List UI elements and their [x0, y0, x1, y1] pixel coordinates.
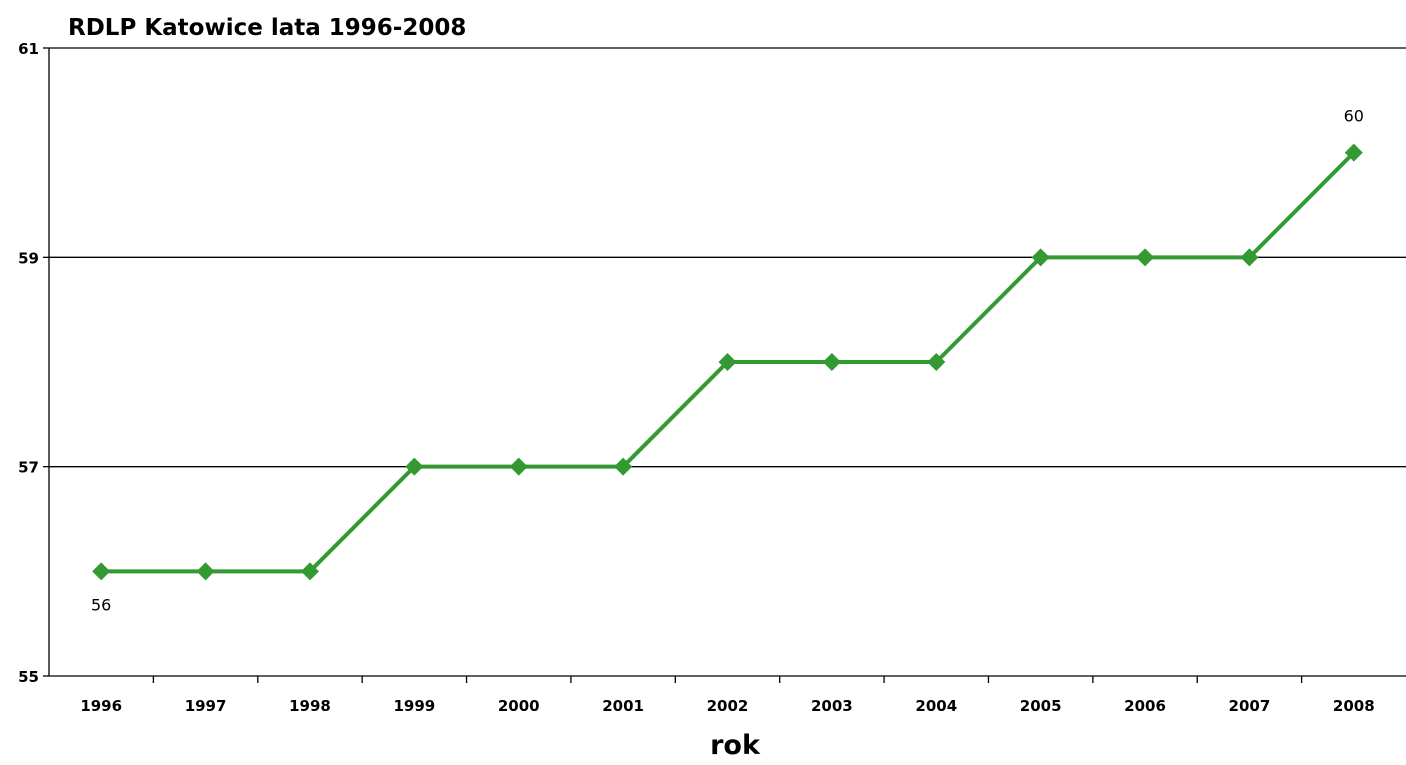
x-tick-label: 2003 — [811, 697, 853, 715]
x-axis-title: rok — [710, 730, 761, 761]
x-tick-label: 1997 — [185, 697, 227, 715]
x-tick-label: 1999 — [393, 697, 435, 715]
x-tick-label: 1996 — [80, 697, 122, 715]
data-point-marker — [1344, 143, 1363, 162]
x-tick-label: 2007 — [1229, 697, 1271, 715]
data-point-marker — [718, 353, 737, 371]
data-point-marker — [614, 457, 633, 476]
data-point-marker — [196, 562, 215, 581]
x-tick-label: 1998 — [289, 697, 331, 715]
data-point-marker — [509, 457, 528, 476]
markers — [92, 143, 1363, 581]
y-tick-labels: 55 57 59 61 — [18, 40, 39, 686]
data-point-marker — [1136, 248, 1155, 267]
data-point-marker — [405, 457, 424, 476]
data-label: 56 — [91, 595, 111, 614]
x-tick-label: 2006 — [1124, 697, 1166, 715]
data-point-marker — [1240, 248, 1259, 267]
y-tick-label: 55 — [18, 668, 39, 686]
y-tick-label: 59 — [18, 249, 39, 267]
x-tick-label: 2005 — [1020, 697, 1062, 715]
axes — [43, 47, 1406, 683]
data-label: 60 — [1344, 107, 1364, 126]
y-tick-label: 61 — [18, 40, 39, 58]
data-point-marker — [300, 562, 319, 581]
chart-title: RDLP Katowice lata 1996-2008 — [68, 15, 466, 41]
data-point-marker — [1031, 248, 1050, 267]
data-point-marker — [822, 353, 841, 371]
y-tick-label: 57 — [18, 459, 39, 477]
x-tick-labels: 1996 1997 1998 1999 2000 2001 2002 2003 2004 2005… — [80, 697, 1374, 715]
x-tick-label: 2008 — [1333, 697, 1375, 715]
x-tick-label: 2004 — [915, 697, 957, 715]
x-tick-label: 2001 — [602, 697, 644, 715]
x-tick-label: 2000 — [498, 697, 540, 715]
data-point-marker — [927, 353, 946, 371]
x-tick-label: 2002 — [707, 697, 749, 715]
data-point-marker — [92, 562, 111, 581]
data-labels: 56 60 — [91, 107, 1364, 615]
